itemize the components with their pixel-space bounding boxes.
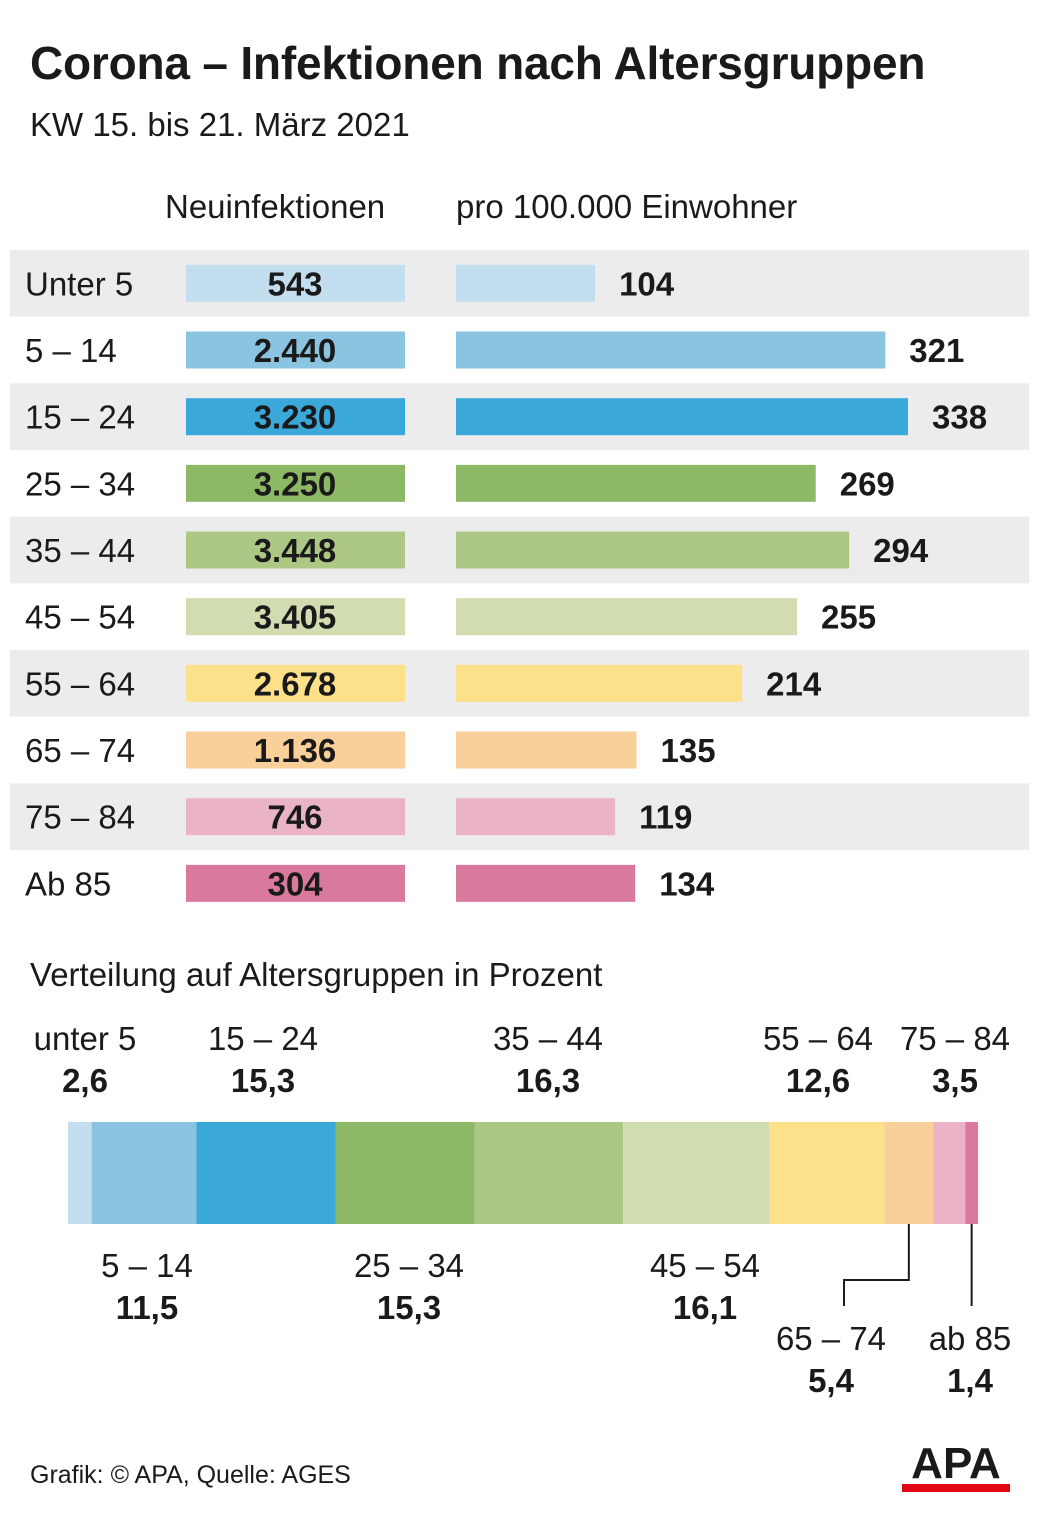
leader-line-65-74 [843, 1224, 910, 1306]
age-group-label: 15 – 24 [25, 399, 135, 436]
neuinfektionen-box [186, 264, 405, 302]
distribution-group-label: 75 – 84 [900, 1020, 1010, 1057]
neuinfektionen-value: 3.250 [254, 465, 337, 502]
incidence-bar [456, 731, 637, 769]
incidence-value-label: 119 [639, 799, 692, 836]
distribution-value-label: 3,5 [932, 1062, 978, 1099]
incidence-value-label: 134 [659, 865, 715, 902]
incidence-bar [456, 264, 596, 302]
neuinfektionen-box [186, 598, 405, 636]
incidence-bar [456, 331, 886, 369]
age-group-label: 45 – 54 [25, 599, 135, 636]
distribution-group-label: unter 5 [34, 1020, 137, 1057]
neuinfektionen-value: 543 [267, 265, 322, 302]
incidence-value-label: 294 [873, 532, 929, 569]
incidence-bar [456, 864, 636, 902]
distribution-value-label: 15,3 [377, 1289, 441, 1326]
neuinfektionen-box [186, 731, 405, 769]
distribution-title: Verteilung auf Altersgruppen in Prozent [30, 956, 603, 993]
column-header-neuinfektionen: Neuinfektionen [165, 188, 386, 225]
distribution-segment [68, 1122, 92, 1224]
distribution-segment [196, 1122, 336, 1224]
distribution-group-label: 45 – 54 [650, 1247, 760, 1284]
distribution-value-label: 1,4 [947, 1362, 994, 1399]
age-group-label: 25 – 34 [25, 465, 135, 502]
chart-subtitle: KW 15. bis 21. März 2021 [30, 106, 410, 143]
age-group-label: Ab 85 [25, 865, 111, 902]
distribution-value-label: 11,5 [116, 1289, 178, 1326]
incidence-value-label: 321 [909, 332, 964, 369]
distribution-segment [884, 1122, 934, 1224]
incidence-value-label: 104 [619, 265, 675, 302]
incidence-bar [456, 398, 908, 436]
distribution-segment [623, 1122, 770, 1224]
incidence-bar [456, 598, 798, 636]
neuinfektionen-value: 3.448 [254, 532, 337, 569]
neuinfektionen-value: 746 [267, 799, 322, 836]
incidence-bar [456, 798, 616, 836]
column-header-per-100000: pro 100.000 Einwohner [456, 188, 798, 225]
neuinfektionen-box [186, 664, 405, 702]
distribution-value-label: 15,3 [231, 1062, 295, 1099]
neuinfektionen-box [186, 864, 405, 902]
incidence-bar [456, 664, 743, 702]
age-group-label: 35 – 44 [25, 532, 135, 569]
distribution-segment [91, 1122, 197, 1224]
distribution-value-label: 16,1 [673, 1289, 737, 1326]
distribution-value-label: 2,6 [62, 1062, 108, 1099]
neuinfektionen-value: 3.230 [254, 399, 337, 436]
incidence-value-label: 269 [840, 465, 895, 502]
neuinfektionen-value: 1.136 [254, 732, 337, 769]
age-group-label: 65 – 74 [25, 732, 135, 769]
neuinfektionen-value: 2.678 [254, 665, 337, 702]
distribution-segment [769, 1122, 885, 1224]
apa-logo-underline [902, 1484, 1010, 1492]
distribution-group-label: 25 – 34 [354, 1247, 464, 1284]
source-credit: Grafik: © APA, Quelle: AGES [30, 1461, 351, 1489]
distribution-segment [933, 1122, 966, 1224]
age-group-label: 75 – 84 [25, 799, 135, 836]
distribution-group-label: 55 – 64 [763, 1020, 873, 1057]
distribution-value-label: 5,4 [808, 1362, 855, 1399]
age-group-label: 55 – 64 [25, 665, 135, 702]
age-group-label: 5 – 14 [25, 332, 117, 369]
distribution-group-label: 15 – 24 [208, 1020, 318, 1057]
neuinfektionen-box [186, 331, 405, 369]
distribution-group-label: 35 – 44 [493, 1020, 603, 1057]
apa-logo-text: APA [911, 1440, 1001, 1488]
incidence-value-label: 338 [932, 399, 987, 436]
neuinfektionen-box [186, 464, 405, 502]
apa-logo: APA [902, 1440, 1010, 1492]
distribution-segment [335, 1122, 475, 1224]
incidence-value-label: 214 [766, 665, 822, 702]
incidence-value-label: 255 [821, 599, 876, 636]
neuinfektionen-box [186, 531, 405, 569]
distribution-group-label: ab 85 [929, 1320, 1012, 1357]
neuinfektionen-box [186, 798, 405, 836]
distribution-segment [965, 1122, 978, 1224]
chart-title: Corona – Infektionen nach Altersgruppen [30, 37, 926, 89]
distribution-value-label: 12,6 [786, 1062, 850, 1099]
incidence-value-label: 135 [661, 732, 716, 769]
distribution-segment [474, 1122, 624, 1224]
neuinfektionen-value: 3.405 [254, 599, 337, 636]
neuinfektionen-value: 2.440 [254, 332, 337, 369]
distribution-value-label: 16,3 [516, 1062, 580, 1099]
incidence-bar [456, 531, 850, 569]
incidence-bar [456, 464, 816, 502]
distribution-group-label: 5 – 14 [101, 1247, 193, 1284]
distribution-group-label: 65 – 74 [776, 1320, 886, 1357]
neuinfektionen-value: 304 [267, 865, 323, 902]
age-group-label: Unter 5 [25, 265, 133, 302]
neuinfektionen-box [186, 398, 405, 436]
